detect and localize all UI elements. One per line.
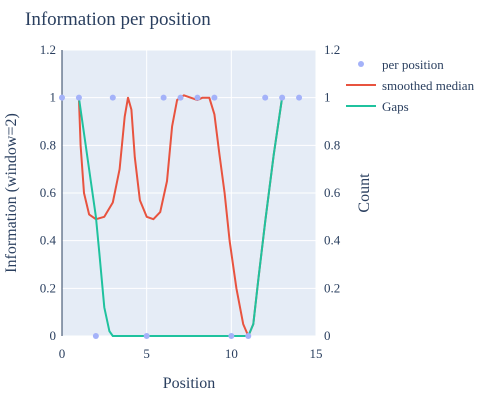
y2-tick-label: 0.2 [324,280,340,295]
series-line-gaps [77,97,284,337]
data-point [59,94,65,101]
legend-label: Gaps [382,99,409,114]
data-point [262,94,269,101]
y2-tick-label: 1.2 [324,42,340,57]
y2-tick-label: 0 [324,328,331,343]
data-point [177,94,184,101]
y2-axis-title: Count [356,173,373,213]
chart-title: Information per position [25,9,211,30]
legend-marker [358,61,364,67]
y-tick-label: 0.6 [40,185,57,200]
y2-tick-label: 0.8 [324,137,340,152]
data-point [143,333,150,339]
data-point [75,94,82,101]
y2-tick-label: 0.4 [324,233,341,248]
data-point [228,333,235,339]
data-point [245,333,252,339]
data-point [92,333,99,339]
data-point [211,94,218,101]
legend: per position smoothed median Gaps [346,57,475,114]
y-tick-label: 1 [50,90,57,105]
data-point [279,94,286,101]
y-tick-label: 0.8 [40,137,56,152]
y-tick-label: 0.2 [40,280,56,295]
axis-ticks: 0 0.2 0.4 0.6 0.8 1 1.2 0 0.2 0.4 0.6 0.8 1 1.2 0 5 10 15 [40,42,341,361]
legend-label: smoothed median [382,78,475,93]
x-axis-title: Position [163,375,215,392]
y-axis-title: Information (window=2) [3,113,20,273]
x-tick-label: 10 [225,346,238,361]
data-point [109,94,116,101]
y-tick-label: 0 [50,328,57,343]
y-tick-label: 1.2 [40,42,56,57]
y-tick-label: 0.4 [40,233,57,248]
y2-tick-label: 1 [324,90,331,105]
data-point [296,94,303,101]
data-point [160,94,167,101]
legend-label: per position [382,57,444,72]
series-layer [59,94,303,339]
y2-tick-label: 0.6 [324,185,341,200]
x-tick-label: 5 [143,346,150,361]
series-line-smoothed-median [77,94,284,337]
x-tick-label: 15 [310,346,323,361]
data-point [194,94,201,101]
x-tick-label: 0 [59,346,66,361]
